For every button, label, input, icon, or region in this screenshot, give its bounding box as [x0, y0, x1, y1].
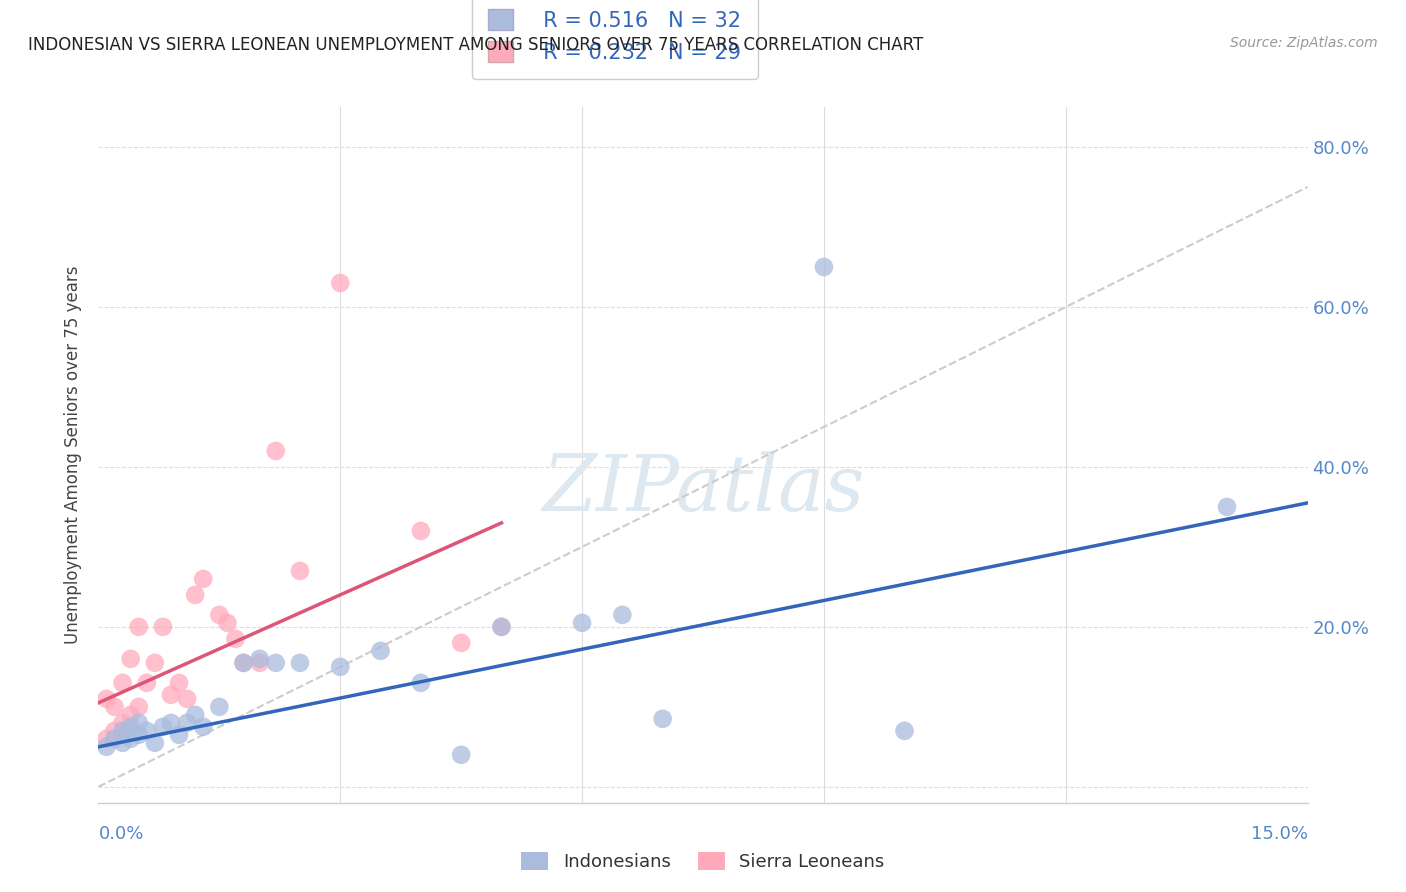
Point [128, 715, 150, 730]
Point [111, 715, 134, 730]
Point [249, 652, 271, 666]
Point [143, 656, 166, 670]
Point [135, 676, 157, 690]
Point [120, 652, 142, 666]
Point [288, 656, 311, 670]
Point [450, 636, 472, 650]
Text: INDONESIAN VS SIERRA LEONEAN UNEMPLOYMENT AMONG SENIORS OVER 75 YEARS CORRELATIO: INDONESIAN VS SIERRA LEONEAN UNEMPLOYMEN… [28, 36, 924, 54]
Point [409, 676, 432, 690]
Point [120, 707, 142, 722]
Point [249, 656, 271, 670]
Point [176, 715, 198, 730]
Point [224, 632, 246, 646]
Point [135, 723, 157, 738]
Text: 15.0%: 15.0% [1250, 825, 1308, 843]
Point [1216, 500, 1239, 514]
Point [143, 736, 166, 750]
Point [264, 444, 287, 458]
Point [167, 728, 190, 742]
Point [651, 712, 673, 726]
Point [160, 688, 183, 702]
Point [111, 736, 134, 750]
Point [160, 715, 183, 730]
Point [128, 728, 150, 742]
Point [612, 607, 634, 622]
Point [103, 699, 125, 714]
Point [491, 620, 513, 634]
Legend:   R = 0.516   N = 32,   R = 0.232   N = 29: R = 0.516 N = 32, R = 0.232 N = 29 [471, 0, 758, 79]
Y-axis label: Unemployment Among Seniors over 75 years: Unemployment Among Seniors over 75 years [65, 266, 83, 644]
Point [329, 660, 352, 674]
Point [128, 620, 150, 634]
Point [232, 656, 254, 670]
Point [128, 699, 150, 714]
Point [288, 564, 311, 578]
Point [184, 588, 207, 602]
Point [232, 656, 254, 670]
Point [450, 747, 472, 762]
Point [103, 723, 125, 738]
Point [491, 620, 513, 634]
Point [111, 723, 134, 738]
Legend: Indonesians, Sierra Leoneans: Indonesians, Sierra Leoneans [515, 845, 891, 879]
Point [409, 524, 432, 538]
Point [96, 691, 118, 706]
Text: 0.0%: 0.0% [98, 825, 143, 843]
Point [111, 676, 134, 690]
Point [103, 731, 125, 746]
Point [184, 707, 207, 722]
Point [96, 731, 118, 746]
Point [193, 572, 215, 586]
Point [120, 720, 142, 734]
Point [813, 260, 835, 274]
Point [264, 656, 287, 670]
Point [370, 644, 392, 658]
Point [193, 720, 215, 734]
Point [96, 739, 118, 754]
Point [208, 607, 231, 622]
Point [167, 676, 190, 690]
Point [329, 276, 352, 290]
Text: ZIPatlas: ZIPatlas [541, 451, 865, 528]
Point [217, 615, 239, 630]
Point [208, 699, 231, 714]
Point [176, 691, 198, 706]
Point [571, 615, 593, 630]
Point [893, 723, 915, 738]
Point [152, 720, 174, 734]
Point [120, 731, 142, 746]
Point [152, 620, 174, 634]
Text: Source: ZipAtlas.com: Source: ZipAtlas.com [1230, 36, 1378, 50]
